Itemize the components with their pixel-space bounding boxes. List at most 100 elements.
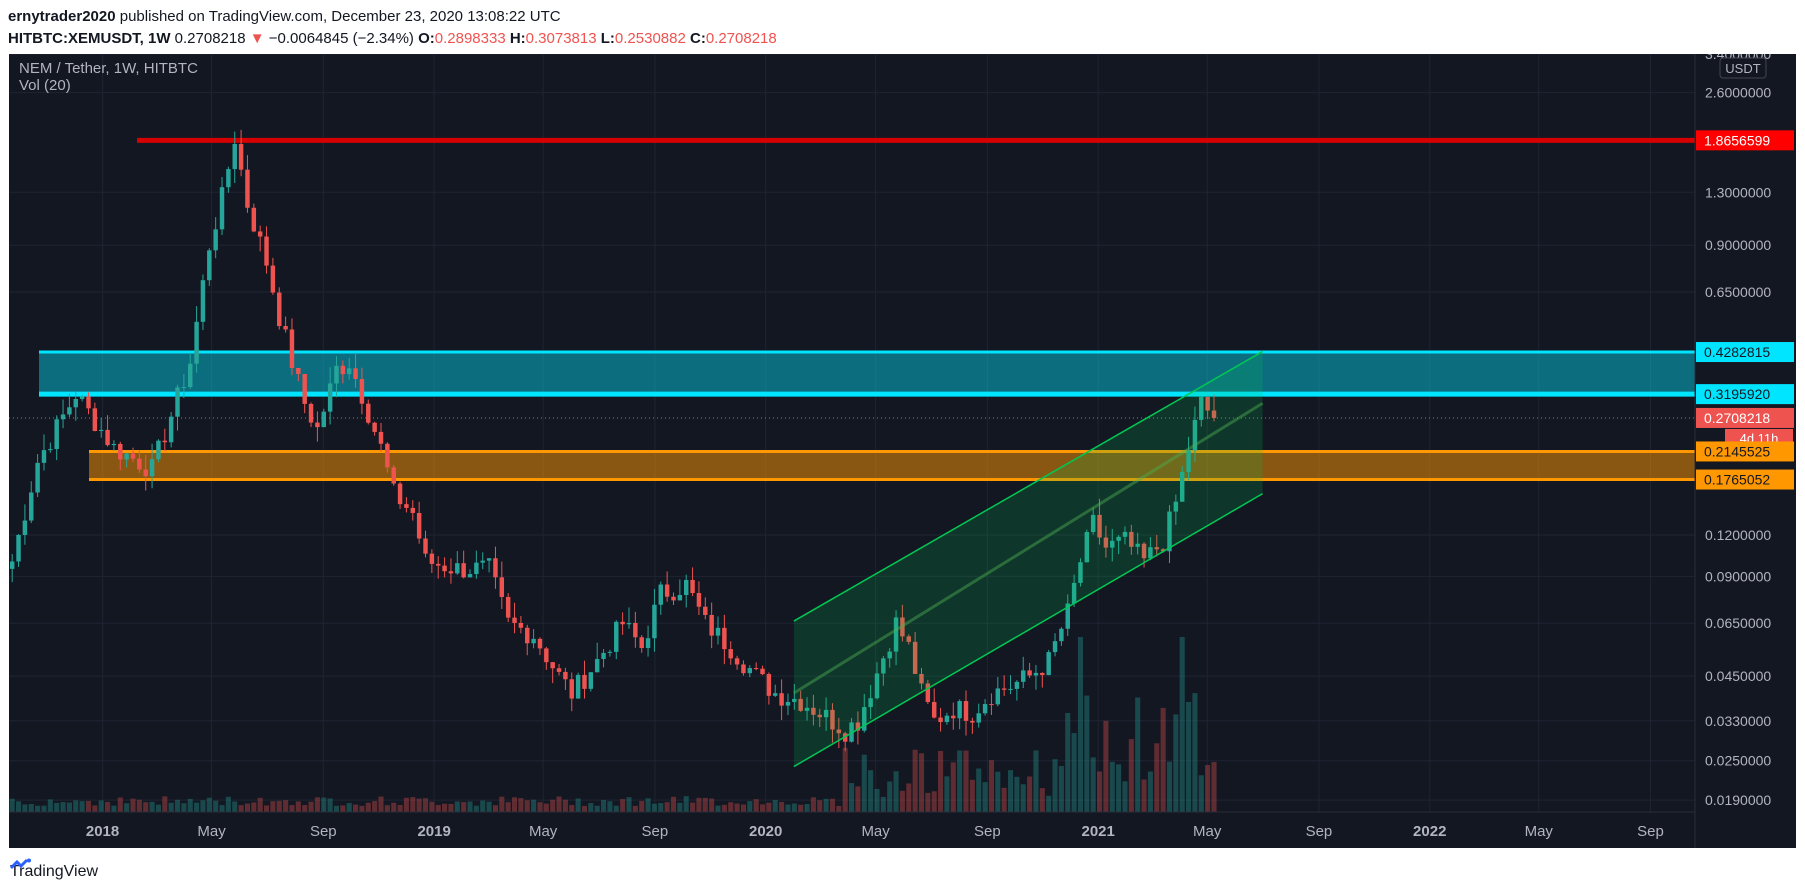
candle-body	[302, 373, 307, 404]
publisher-name[interactable]: ernytrader2020	[8, 8, 116, 25]
candle-body	[753, 668, 759, 670]
price-chart[interactable]: 3.40000002.60000001.30000000.90000000.65…	[9, 54, 1796, 848]
volume-bar	[213, 800, 219, 812]
candle-body	[715, 627, 721, 636]
candle-body	[601, 652, 606, 660]
candle-body	[919, 673, 924, 684]
candle-body	[22, 520, 28, 535]
candle-body	[792, 698, 797, 702]
volume-bar	[60, 802, 66, 812]
candle-body	[703, 606, 708, 615]
candle-body	[683, 579, 689, 596]
ohlc-line: HITBTC:XEMUSDT, 1W 0.2708218 ▼ −0.006484…	[8, 28, 777, 50]
candle-body	[849, 722, 854, 742]
volume-bar	[187, 798, 193, 812]
volume-bar	[1077, 637, 1084, 812]
candle-body	[766, 674, 772, 696]
candle-body	[448, 571, 454, 574]
candle-body	[944, 715, 950, 723]
candle-body	[9, 561, 15, 569]
candle-body	[359, 379, 365, 404]
volume-bar	[283, 800, 289, 812]
candle-body	[60, 414, 66, 420]
volume-bar	[1109, 761, 1115, 812]
volume-bar	[874, 788, 880, 812]
candle-body	[175, 387, 180, 417]
volume-bar	[257, 797, 263, 812]
candle-body	[760, 668, 765, 675]
volume-bar	[9, 798, 15, 812]
candle-body	[79, 396, 85, 399]
brand-name[interactable]: TradingView	[10, 863, 99, 880]
volume-bar	[753, 799, 759, 812]
close-value: 0.2708218	[705, 30, 777, 47]
candle-body	[696, 593, 702, 607]
candle-body	[98, 429, 104, 431]
volume-bar	[607, 801, 613, 812]
candle-body	[575, 674, 581, 699]
candle-body	[188, 363, 193, 388]
candle-body	[404, 504, 409, 508]
volume-bar	[562, 799, 568, 812]
volume-bar	[880, 796, 886, 812]
volume-bar	[143, 802, 149, 812]
volume-bar	[232, 801, 238, 812]
candle-body	[1129, 531, 1134, 547]
candle-body	[366, 403, 371, 423]
candle-body	[931, 702, 937, 718]
price-label-text: 0.1765052	[1704, 472, 1770, 488]
candle-body	[607, 651, 613, 653]
volume-bar	[677, 802, 683, 812]
chart-frame[interactable]: 3.40000002.60000001.30000000.90000000.65…	[9, 54, 1796, 848]
x-tick-label: May	[529, 823, 558, 840]
price-axis[interactable]: 3.40000002.60000001.30000000.90000000.65…	[9, 54, 1794, 848]
time-axis[interactable]: 2018 May Sep 2019 May Sep 2020 May Sep 2021 May Sep…	[86, 823, 1664, 840]
price-label-text: 0.2145525	[1704, 443, 1770, 459]
volume-bar	[702, 797, 708, 812]
candle-body	[391, 467, 396, 484]
volume-bar	[810, 797, 816, 812]
volume-bar	[925, 792, 931, 812]
volume-bar	[842, 747, 848, 812]
candle-body	[671, 596, 676, 601]
candle-body	[1173, 501, 1179, 512]
volume-bar	[1128, 739, 1134, 812]
x-tick-label: Sep	[310, 823, 337, 840]
volume-bar	[1090, 757, 1096, 812]
price-label-orange-zone-bottom	[1696, 469, 1794, 490]
volume-bar	[899, 790, 905, 812]
candle-body	[664, 584, 670, 597]
volume-bar	[581, 805, 588, 812]
candle-body	[868, 698, 873, 708]
y-tick-label: 0.0330000	[1705, 713, 1771, 729]
x-tick-label: 2020	[749, 823, 782, 840]
volume-bar	[461, 802, 467, 812]
volume-bar	[1166, 761, 1173, 812]
candle-body	[385, 443, 390, 468]
tradingview-logo-icon[interactable]	[10, 858, 32, 874]
candle-body	[544, 648, 549, 663]
x-tick-label: May	[1193, 823, 1222, 840]
candle-body	[264, 236, 269, 266]
volume-bar	[670, 796, 677, 812]
volume-bar	[1116, 764, 1122, 812]
candle-body	[734, 658, 740, 665]
volume-bar	[486, 801, 492, 812]
volume-bar	[295, 801, 301, 812]
volume-bar	[168, 802, 174, 812]
volume-bar	[817, 800, 823, 812]
candle-body	[722, 627, 727, 650]
volume-bar	[480, 800, 486, 812]
volume-bar	[302, 805, 308, 812]
legend-volume: Vol (20)	[19, 77, 71, 94]
currency-badge	[1719, 57, 1767, 79]
open-value: 0.2898333	[434, 30, 506, 47]
y-tick-label: 2.6000000	[1705, 85, 1771, 101]
close-label: C:	[689, 30, 706, 47]
volume-bar	[1198, 775, 1204, 812]
volume-bar	[944, 776, 950, 812]
candle-body	[86, 396, 91, 409]
volume-bar	[849, 783, 855, 812]
volume-bar	[136, 799, 142, 812]
candle-body	[1179, 471, 1185, 502]
